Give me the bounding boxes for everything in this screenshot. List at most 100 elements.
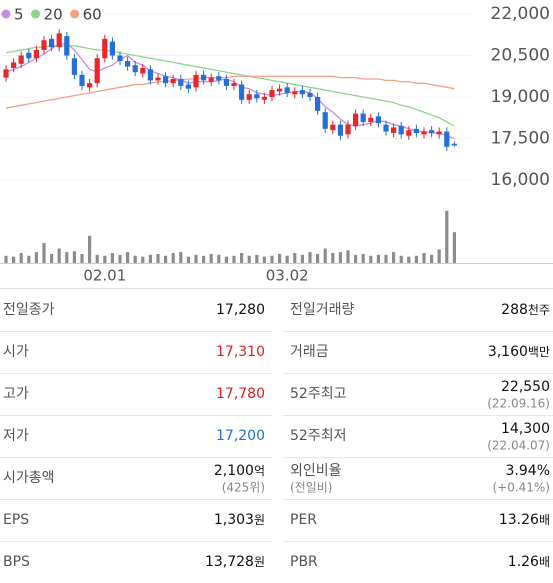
- value-unit: 원: [254, 513, 265, 527]
- candle-body: [421, 131, 427, 135]
- y-tick-label: 16,000: [491, 170, 550, 190]
- candle-body: [87, 83, 93, 88]
- volume-bar: [323, 248, 327, 263]
- cell-value: 17,310: [216, 344, 265, 360]
- candle-body: [261, 97, 267, 100]
- value-number: 3.94%: [506, 463, 550, 479]
- value-number: 13,728: [205, 554, 254, 570]
- candle-body: [307, 92, 313, 97]
- value-unit: 천주: [528, 302, 550, 317]
- volume-bar: [118, 254, 122, 263]
- cell-label: BPS: [3, 554, 30, 570]
- volume-bar: [148, 254, 152, 263]
- volume-bar: [392, 252, 396, 263]
- candle-body: [109, 41, 115, 56]
- candle-body: [406, 130, 412, 136]
- x-tick-label: 02.01: [83, 267, 126, 285]
- cell-note: (425위): [222, 481, 265, 495]
- cell-label: EPS: [3, 512, 29, 528]
- cell-value: 17,200: [216, 428, 265, 444]
- volume-bar: [202, 255, 206, 263]
- volume-bar: [452, 232, 456, 263]
- candle-body: [391, 127, 397, 133]
- cell-value: 22,550: [501, 379, 550, 395]
- candle-body: [345, 124, 351, 135]
- value-unit: 배: [539, 513, 550, 527]
- value-unit: 원: [254, 555, 265, 569]
- candle-body: [322, 112, 328, 129]
- cell-value: 1,303원: [214, 512, 265, 528]
- volume-bar: [445, 210, 449, 263]
- volume-bar: [316, 253, 320, 263]
- value-number: 2,100: [214, 463, 254, 479]
- cell-value: 13.26배: [499, 512, 550, 528]
- volume-bar: [300, 254, 304, 263]
- cell-note: (+0.41%): [492, 481, 550, 495]
- volume-bar: [369, 255, 373, 263]
- volume-bar: [57, 248, 61, 263]
- value-number: 22,550: [501, 379, 550, 395]
- volume-bar: [4, 255, 8, 263]
- cell-label: 전일거래량: [290, 302, 355, 318]
- value-number: 17,280: [216, 302, 265, 318]
- legend-swatch: [31, 9, 41, 19]
- cell-label: 저가: [3, 428, 29, 444]
- volume-bar: [209, 253, 213, 263]
- value-number: 17,310: [216, 344, 265, 360]
- cell-value: 13,728원: [205, 554, 265, 570]
- candle-body: [102, 38, 108, 59]
- volume-bar: [255, 254, 259, 263]
- candle-body: [429, 130, 435, 133]
- candle-body: [223, 79, 229, 86]
- candle-body: [292, 91, 298, 95]
- volume-bar: [407, 256, 411, 263]
- candle-body: [246, 94, 252, 100]
- cell-note: (22.04.07): [487, 439, 550, 453]
- legend-swatch: [70, 9, 80, 19]
- volume-bar: [354, 254, 358, 263]
- volume-bar: [164, 255, 168, 263]
- cell-label: 거래금: [290, 344, 329, 360]
- candle-body: [18, 55, 24, 64]
- volume-bar: [126, 252, 130, 263]
- candle-body: [178, 79, 184, 86]
- value-number: 17,780: [216, 386, 265, 402]
- volume-bar: [42, 243, 46, 263]
- candle-body: [26, 52, 32, 59]
- candle-body: [33, 49, 39, 59]
- volume-bar: [95, 254, 99, 263]
- candle-body: [201, 74, 207, 81]
- candle-body: [132, 65, 138, 73]
- candle-body: [64, 36, 70, 56]
- cell-note: (22.09.16): [487, 397, 550, 411]
- legend-swatch: [1, 9, 11, 19]
- y-tick-label: 19,000: [491, 87, 550, 107]
- candle-body: [254, 94, 260, 99]
- volume-bar: [194, 254, 198, 263]
- candle-body: [330, 124, 336, 131]
- x-tick-label: 03.02: [266, 267, 309, 285]
- candle-body: [269, 90, 275, 97]
- cell-label: 시가: [3, 344, 29, 360]
- volume-bar: [240, 253, 244, 263]
- candle-body: [71, 58, 77, 75]
- candle-body: [185, 84, 191, 89]
- cell-value: 3,160백만: [488, 344, 550, 360]
- candle-body: [94, 58, 100, 84]
- candle-body: [140, 67, 146, 74]
- volume-bar: [65, 252, 69, 263]
- cell-value: 3.94%: [506, 463, 550, 479]
- ma-line: [5, 42, 455, 140]
- candle-body: [353, 113, 359, 127]
- value-number: 14,300: [501, 421, 550, 437]
- candle-body: [41, 40, 47, 50]
- cell-label: 시가총액: [3, 470, 55, 486]
- value-number: 13.26: [499, 512, 539, 528]
- volume-bar: [12, 256, 16, 263]
- candle-body: [315, 97, 321, 111]
- ma-line: [5, 75, 455, 109]
- volume-bar: [224, 256, 228, 263]
- y-tick-label: 20,500: [491, 46, 550, 66]
- candle-body: [337, 124, 343, 136]
- y-tick-label: 22,000: [491, 4, 550, 24]
